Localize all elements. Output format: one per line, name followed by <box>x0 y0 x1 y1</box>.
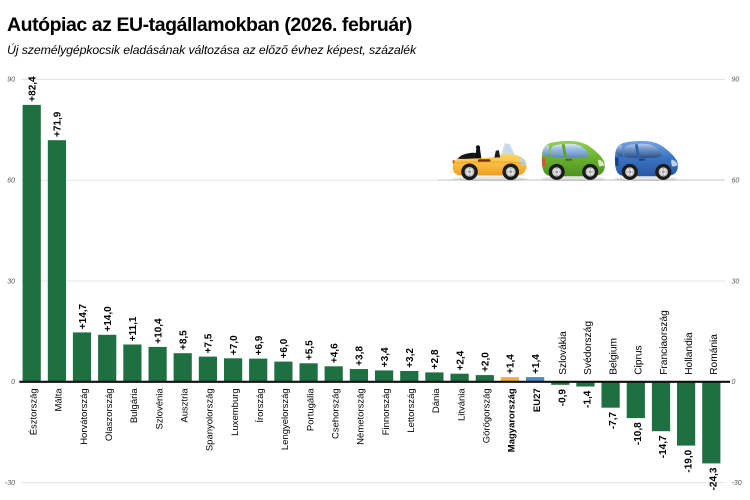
svg-text:-7,7: -7,7 <box>608 411 619 429</box>
svg-text:Bulgária: Bulgária <box>129 388 140 424</box>
svg-text:+8,5: +8,5 <box>179 330 190 350</box>
svg-text:Dánia: Dánia <box>431 388 442 414</box>
svg-text:+1,4: +1,4 <box>531 354 542 374</box>
svg-text:-14,7: -14,7 <box>658 435 669 458</box>
svg-text:+82,4: +82,4 <box>28 76 39 102</box>
svg-text:Szlovákia: Szlovákia <box>558 331 569 375</box>
svg-text:+3,4: +3,4 <box>380 347 391 367</box>
svg-text:+3,2: +3,2 <box>405 348 416 368</box>
svg-text:60: 60 <box>732 178 740 185</box>
svg-text:90: 90 <box>7 77 15 84</box>
svg-text:30: 30 <box>732 278 740 285</box>
svg-text:+3,8: +3,8 <box>355 346 366 366</box>
svg-text:Horvátország: Horvátország <box>79 388 90 445</box>
svg-text:+2,0: +2,0 <box>481 352 492 372</box>
svg-text:Írország: Írország <box>255 388 266 422</box>
svg-text:+2,4: +2,4 <box>455 350 466 370</box>
svg-text:+1,4: +1,4 <box>506 354 517 374</box>
svg-text:90: 90 <box>732 77 740 84</box>
svg-text:+2,8: +2,8 <box>430 349 441 369</box>
svg-text:Lengyelország: Lengyelország <box>280 388 291 450</box>
svg-text:+6,9: +6,9 <box>254 335 265 355</box>
svg-text:Franciaország: Franciaország <box>659 310 670 375</box>
svg-text:Románia: Románia <box>709 334 720 375</box>
svg-text:+71,9: +71,9 <box>53 111 64 137</box>
svg-text:Málta: Málta <box>54 388 65 412</box>
svg-text:60: 60 <box>7 178 15 185</box>
svg-text:-30: -30 <box>732 480 742 487</box>
svg-text:-19,0: -19,0 <box>683 449 694 472</box>
svg-text:+7,0: +7,0 <box>229 335 240 355</box>
svg-text:+7,5: +7,5 <box>204 333 215 353</box>
svg-text:Görögország: Görögország <box>482 388 493 443</box>
svg-text:Ausztria: Ausztria <box>180 388 191 423</box>
svg-text:Hollandia: Hollandia <box>684 332 695 375</box>
svg-text:Spanyolország: Spanyolország <box>205 388 216 451</box>
svg-text:Magyarország: Magyarország <box>507 388 518 452</box>
svg-text:Portugália: Portugália <box>305 388 316 431</box>
svg-text:-1,4: -1,4 <box>583 390 594 408</box>
svg-text:+4,6: +4,6 <box>330 343 341 363</box>
svg-text:+5,5: +5,5 <box>304 340 315 360</box>
svg-text:Belgium: Belgium <box>608 338 619 375</box>
svg-text:0: 0 <box>732 379 736 386</box>
svg-text:+10,4: +10,4 <box>153 318 164 344</box>
svg-text:Csehország: Csehország <box>331 388 342 439</box>
svg-text:-10,8: -10,8 <box>633 422 644 445</box>
svg-text:30: 30 <box>7 278 15 285</box>
svg-text:+11,1: +11,1 <box>128 316 139 341</box>
svg-text:+6,0: +6,0 <box>279 338 290 358</box>
svg-text:Luxemburg: Luxemburg <box>230 388 241 436</box>
svg-text:-30: -30 <box>5 480 15 487</box>
svg-text:Svédország: Svédország <box>583 321 594 375</box>
svg-text:Ciprus: Ciprus <box>634 345 645 374</box>
svg-text:0: 0 <box>11 379 15 386</box>
svg-text:EU27: EU27 <box>532 388 543 412</box>
svg-text:Lettország: Lettország <box>406 388 417 432</box>
svg-text:Finnország: Finnország <box>381 388 392 435</box>
svg-text:+14,7: +14,7 <box>78 303 89 329</box>
svg-text:Németország: Németország <box>356 388 367 445</box>
svg-text:Litvánia: Litvánia <box>456 388 467 421</box>
svg-text:+14,0: +14,0 <box>103 306 114 332</box>
svg-text:Olaszország: Olaszország <box>104 388 115 441</box>
svg-text:-24,3: -24,3 <box>709 467 720 490</box>
svg-text:-0,9: -0,9 <box>558 389 569 407</box>
svg-text:Szlovénia: Szlovénia <box>154 388 165 430</box>
svg-text:Észtország: Észtország <box>29 388 40 435</box>
